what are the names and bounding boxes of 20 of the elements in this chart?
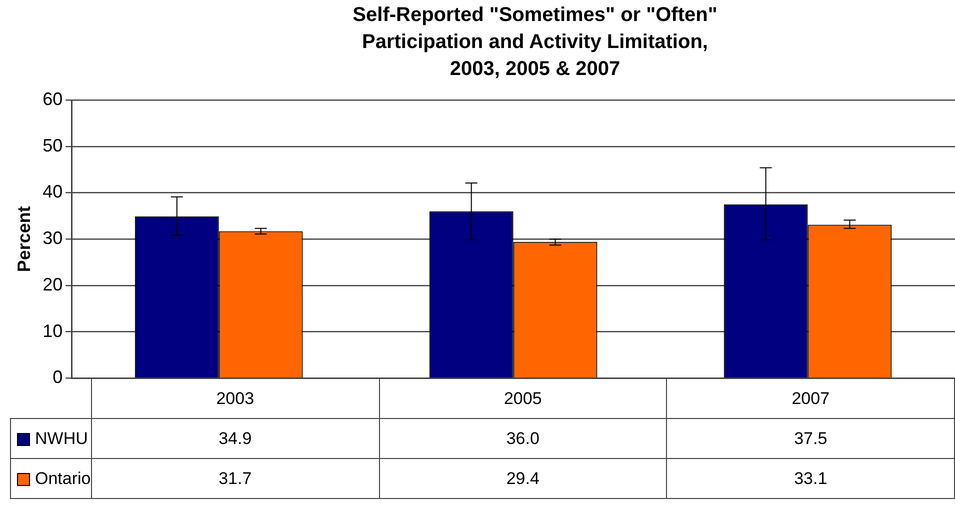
x-tick-label: 2005 bbox=[379, 378, 667, 419]
data-label: 31.7 bbox=[91, 458, 379, 499]
y-tick-label: 10 bbox=[42, 320, 63, 341]
y-tick-label: 40 bbox=[42, 182, 63, 202]
x-tick-label: 2003 bbox=[91, 378, 379, 419]
legend-label: NWHU bbox=[10, 418, 92, 459]
x-tick-label: 2007 bbox=[666, 378, 954, 419]
legend-label: Ontario bbox=[10, 458, 92, 499]
y-tick-label: 0 bbox=[52, 367, 63, 388]
y-tick-label: 60 bbox=[42, 88, 63, 109]
y-tick-label: 50 bbox=[42, 135, 63, 156]
data-label: 34.9 bbox=[91, 418, 379, 459]
data-label: 37.5 bbox=[666, 418, 954, 459]
y-axis-title: Percent bbox=[14, 206, 34, 272]
data-label: 29.4 bbox=[379, 458, 667, 499]
y-tick-label: 30 bbox=[42, 228, 63, 248]
data-label: 33.1 bbox=[666, 458, 954, 499]
chart-title: Self-Reported "Sometimes" or "Often" Participation and Activity Limitation, 2003, 2005 & 2007 bbox=[352, 3, 718, 82]
y-tick-label: 20 bbox=[42, 274, 63, 294]
data-label: 36.0 bbox=[379, 418, 667, 459]
